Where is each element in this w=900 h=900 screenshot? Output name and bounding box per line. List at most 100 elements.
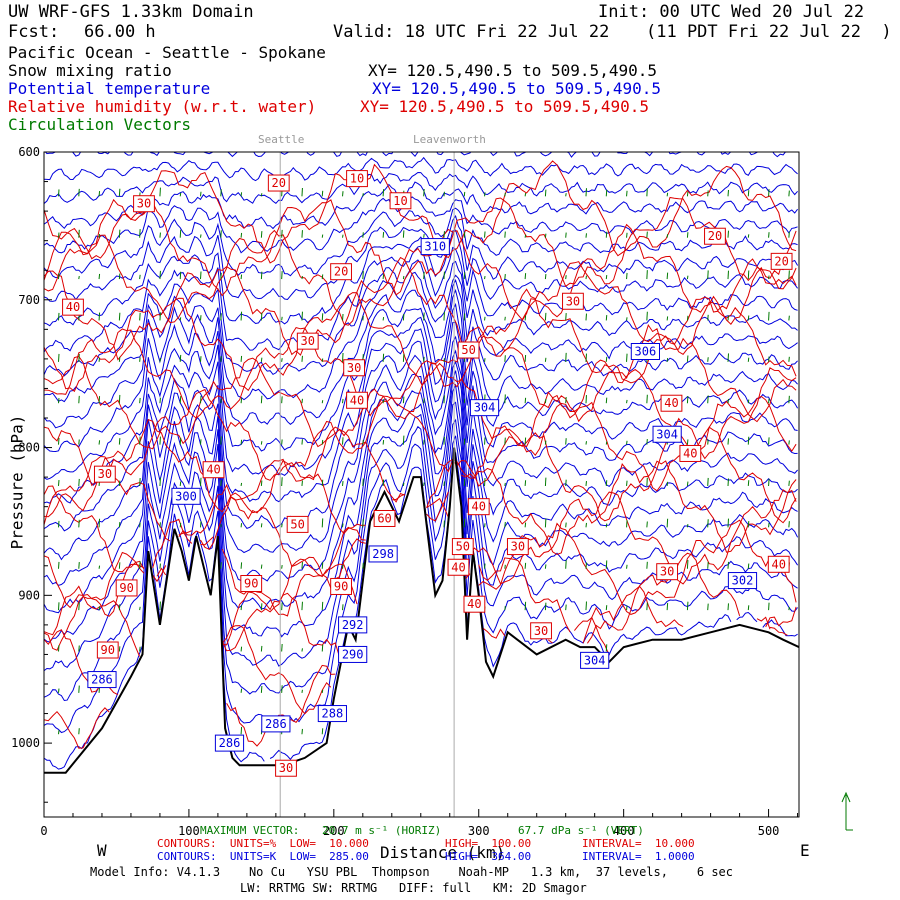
circulation-vector <box>200 439 202 445</box>
circulation-vector <box>626 480 628 487</box>
circulation-vector <box>260 523 263 528</box>
x-tick-label: 200 <box>323 824 345 838</box>
theta-contour-label-box <box>214 734 245 752</box>
circulation-vector <box>118 438 121 445</box>
circulation-vector <box>686 439 689 445</box>
theta-contour-label: 302 <box>732 574 754 588</box>
circulation-vector <box>57 561 60 569</box>
rh-contour <box>44 196 797 297</box>
circulation-vector <box>118 646 121 652</box>
circulation-vector <box>423 188 425 197</box>
circulation-vector <box>220 313 222 321</box>
theta-contour <box>44 435 799 734</box>
rh-contour-label: 40 <box>451 560 465 574</box>
field-name-vectors: Circulation Vectors <box>8 115 192 134</box>
theta-contour-label: 298 <box>372 547 394 561</box>
circulation-vector <box>159 522 161 528</box>
circulation-vector <box>544 564 547 569</box>
circulation-vector <box>605 605 608 611</box>
circulation-vector <box>646 270 648 280</box>
valid-local-time: (11 PDT Fri 22 Jul 22 ) <box>646 22 892 42</box>
circulation-vector <box>342 437 344 445</box>
rh-contour-label: 40 <box>664 396 678 410</box>
circulation-vector <box>301 355 303 362</box>
circulation-vector <box>463 272 466 280</box>
rh-contour-label-box <box>240 575 263 593</box>
rh-contour <box>44 518 797 617</box>
circulation-vector <box>544 398 547 404</box>
circulation-vector <box>544 233 547 238</box>
circulation-vector <box>281 685 283 693</box>
circulation-vector <box>118 604 121 611</box>
circulation-vector <box>524 354 527 362</box>
circulation-vector <box>565 193 567 197</box>
circulation-vector <box>402 313 405 321</box>
theta-contour-label: 300 <box>175 489 197 503</box>
circulation-vector <box>281 358 283 362</box>
circulation-vector <box>118 273 121 280</box>
circulation-vector <box>281 477 283 487</box>
rh-contour-label-box <box>296 332 319 350</box>
theta-contour-label: 286 <box>219 736 241 750</box>
theta-contour <box>44 171 798 204</box>
circulation-vector <box>281 602 283 611</box>
circulation-vector <box>727 230 729 238</box>
circulation-vector <box>382 189 385 197</box>
rh-contour-label-box <box>93 465 116 483</box>
circulation-vector <box>382 399 385 404</box>
circulation-vector <box>159 397 161 404</box>
circulation-vector <box>626 399 628 404</box>
theta-contour <box>44 229 798 327</box>
circulation-vector <box>646 439 648 445</box>
rh-contour-label-box <box>346 391 368 409</box>
rh-contour-high: HIGH= 100.00 <box>445 837 532 850</box>
circulation-vector <box>504 355 506 362</box>
circulation-vector <box>260 480 263 487</box>
circulation-vector <box>423 271 425 280</box>
circulation-vector <box>159 601 161 611</box>
circulation-vector <box>301 439 303 445</box>
plot-frame <box>43 151 800 818</box>
terrain-line <box>44 447 799 774</box>
circulation-vector <box>605 274 608 280</box>
circulation-vector <box>666 316 669 321</box>
circulation-vector <box>585 481 587 487</box>
rh-contour-label: 40 <box>66 300 80 314</box>
circulation-vector <box>321 274 324 280</box>
circulation-vector <box>382 317 385 321</box>
circulation-vector <box>57 437 60 445</box>
x-axis-title: Distance (km) <box>380 843 506 862</box>
circulation-vector <box>666 272 669 280</box>
circulation-vector <box>443 231 445 238</box>
circulation-vector <box>747 480 750 487</box>
circulation-vector <box>240 274 243 280</box>
circulation-vector <box>727 398 729 404</box>
circulation-vector <box>707 190 709 197</box>
circulation-vector <box>321 562 324 569</box>
circulation-vector <box>281 229 283 238</box>
circulation-vector <box>747 357 750 362</box>
circulation-vector <box>301 648 303 652</box>
circulation-vector <box>463 313 466 321</box>
rh-contour-label-box <box>463 595 486 613</box>
circulation-vector <box>362 193 364 197</box>
x-tick-label: 100 <box>178 824 200 838</box>
circulation-vector <box>565 397 567 404</box>
theta-contour <box>44 278 798 429</box>
circulation-vector <box>260 312 263 321</box>
circulation-vector <box>707 314 709 321</box>
circulation-vector <box>443 481 445 487</box>
circulation-vector <box>57 312 60 321</box>
circulation-vector <box>382 232 385 238</box>
circulation-vector <box>260 271 263 280</box>
rh-contour <box>44 160 797 264</box>
theta-contour <box>44 370 798 614</box>
circulation-vector <box>463 358 466 362</box>
circulation-vector <box>98 312 101 321</box>
rh-contour <box>44 483 797 590</box>
circulation-vector <box>281 523 283 528</box>
circulation-vector <box>727 353 729 362</box>
rh-contour-label-box <box>704 227 726 245</box>
circulation-vector <box>260 231 263 238</box>
circulation-vector <box>686 275 689 280</box>
